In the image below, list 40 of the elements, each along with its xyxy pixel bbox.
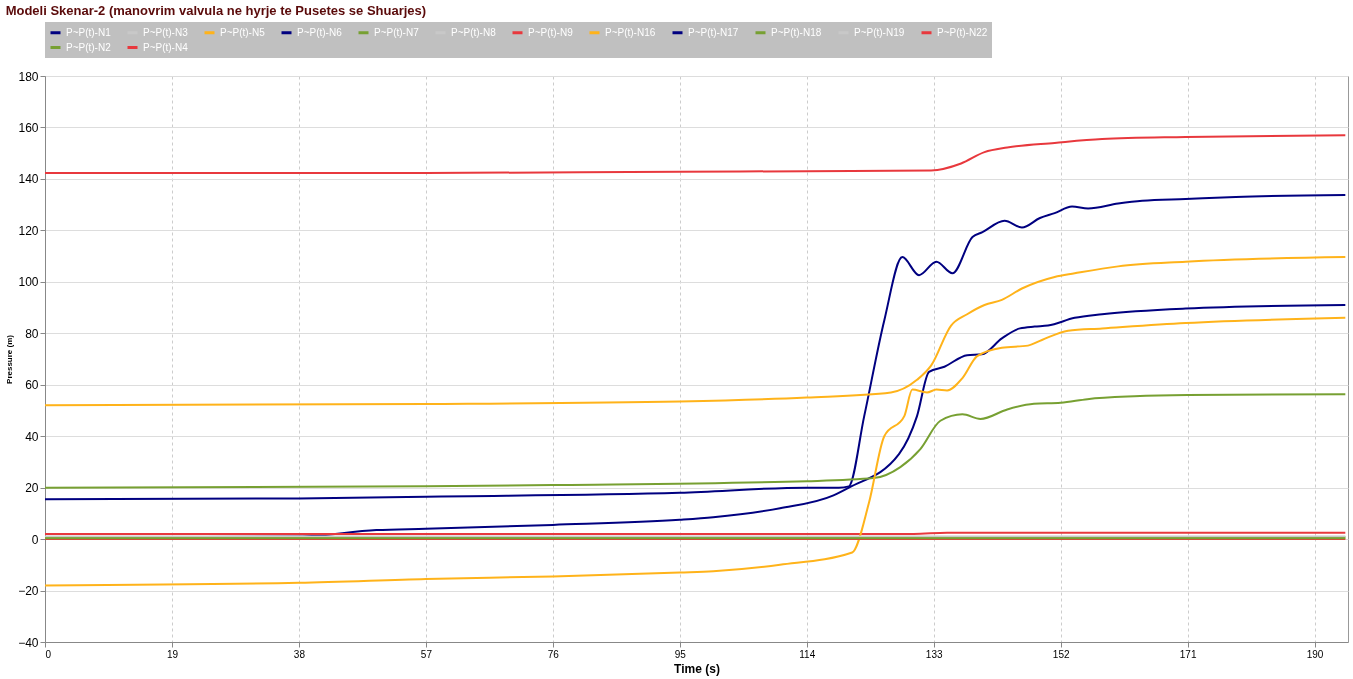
legend-label: P~P(t)-N4 (143, 41, 189, 53)
x-tick-label: 38 (293, 648, 306, 660)
legend-label: P~P(t)-N19 (854, 26, 905, 38)
legend-label: P~P(t)-N17 (688, 26, 739, 38)
x-tick-label: 95 (674, 648, 687, 660)
y-tick-label: −20 (18, 584, 39, 599)
x-tick-label: 114 (799, 648, 816, 660)
y-tick-label: 0 (31, 532, 39, 547)
x-tick-label: 57 (420, 648, 433, 660)
x-tick-label: 133 (925, 648, 943, 660)
legend-label: P~P(t)-N22 (937, 26, 988, 38)
y-tick-label: −40 (18, 635, 39, 650)
y-tick-label: 20 (25, 481, 39, 496)
legend-label: P~P(t)-N16 (605, 26, 656, 38)
x-tick-label: 171 (1179, 648, 1197, 660)
legend-label: P~P(t)-N7 (374, 26, 420, 38)
x-tick-label: 19 (166, 648, 179, 660)
x-tick-label: 152 (1052, 648, 1070, 660)
x-tick-label: 76 (547, 648, 560, 660)
x-axis-title: Time (s) (674, 661, 720, 676)
y-tick-label: 120 (18, 223, 39, 238)
y-tick-label: 80 (25, 326, 39, 341)
legend-label: P~P(t)-N3 (143, 26, 189, 38)
y-tick-label: 40 (25, 429, 39, 444)
legend-label: P~P(t)-N8 (451, 26, 497, 38)
legend-label: P~P(t)-N2 (66, 41, 112, 53)
legend-label: P~P(t)-N6 (297, 26, 343, 38)
legend-label: P~P(t)-N9 (528, 26, 574, 38)
legend-label: P~P(t)-N18 (771, 26, 822, 38)
y-tick-label: 100 (18, 275, 39, 290)
x-tick-label: 0 (45, 648, 52, 660)
y-axis-title: Pressure (m) (5, 334, 15, 384)
legend-label: P~P(t)-N5 (220, 26, 266, 38)
chart-title: Modeli Skenar-2 (manovrim valvula ne hyrje te Pusetes se Shuarjes) (5, 3, 427, 18)
y-tick-label: 60 (25, 378, 39, 393)
x-tick-label: 190 (1306, 648, 1324, 660)
y-tick-label: 160 (18, 120, 39, 135)
y-tick-label: 140 (18, 172, 39, 187)
legend-label: P~P(t)-N1 (66, 26, 112, 38)
y-tick-label: 180 (18, 69, 39, 84)
